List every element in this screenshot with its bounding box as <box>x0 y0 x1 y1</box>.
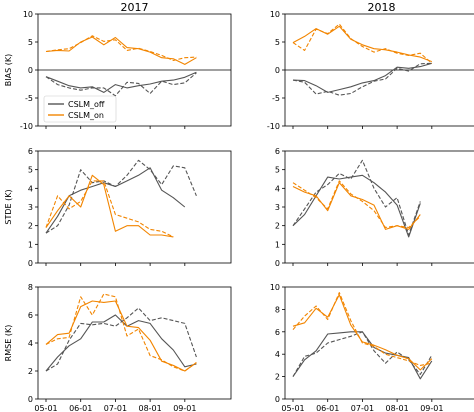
y-tick-label: 5 <box>28 166 33 175</box>
y-tick-label: 4 <box>28 339 33 348</box>
series-line-cslm-off-solid <box>292 331 433 380</box>
y-tick-label: 2 <box>28 367 33 376</box>
series-line-cslm-off-solid <box>45 71 197 93</box>
y-tick-label: 0 <box>275 259 280 268</box>
y-tick-label: 6 <box>275 328 280 337</box>
x-tick-label: 05-01 <box>281 404 304 412</box>
x-tick-label: 08-01 <box>385 404 408 412</box>
series-line-cslm-off-dashed <box>45 307 197 372</box>
y-tick-label: -5 <box>25 94 33 103</box>
y-tick-label: 5 <box>28 38 33 47</box>
series-line-cslm-on-dashed <box>45 293 197 372</box>
y-tick-label: 6 <box>275 147 280 156</box>
series-line-cslm-on-dashed <box>292 180 421 229</box>
y-tick-label: 8 <box>275 305 280 314</box>
y-tick-label: 10 <box>270 10 280 19</box>
x-tick-label: 07-01 <box>351 404 374 412</box>
panel-4: 0 1 2 3 4 5 6 <box>275 147 474 268</box>
y-tick-label: 4 <box>275 184 280 193</box>
series-line-cslm-off-dashed <box>292 331 433 377</box>
series-line-cslm-on-dashed <box>45 35 197 62</box>
series-line-cslm-on-solid <box>45 36 197 65</box>
y-tick-label: 0 <box>275 395 280 404</box>
y-tick-label: 4 <box>28 184 33 193</box>
y-axis-label: RMSE (K) <box>4 325 13 362</box>
series-line-cslm-on-solid <box>45 300 197 372</box>
series-line-cslm-on-dashed <box>292 23 433 64</box>
y-tick-label: 4 <box>275 350 280 359</box>
series-line-cslm-off-solid <box>45 167 186 234</box>
series-line-cslm-off-solid <box>45 314 197 372</box>
y-tick-label: 2 <box>275 373 280 382</box>
y-tick-label: -10 <box>20 122 33 131</box>
legend-entry: CSLM_on <box>68 111 104 120</box>
y-tick-label: -5 <box>272 94 280 103</box>
axes-frame <box>37 286 232 400</box>
panel-title: 2018 <box>368 1 396 14</box>
y-tick-label: 3 <box>275 203 280 212</box>
x-tick-label: 07-01 <box>104 404 127 412</box>
series-line-cslm-off-dashed <box>45 159 197 234</box>
y-tick-label: 0 <box>28 395 33 404</box>
y-tick-label: 0 <box>28 66 33 75</box>
panel-5: 0 2 4 6 8 05-01 06-01 07-01 08-01 09-01 RMSE (K) <box>4 283 232 412</box>
y-tick-label: 10 <box>23 10 33 19</box>
y-axis-label: BIAS (K) <box>4 54 13 86</box>
series-line-cslm-off-dashed <box>45 72 197 97</box>
y-tick-label: 5 <box>275 166 280 175</box>
y-tick-label: 6 <box>28 147 33 156</box>
axes-frame <box>284 286 474 400</box>
x-tick-label: 08-01 <box>138 404 161 412</box>
series-line-cslm-on-solid <box>292 182 421 230</box>
panel-6: 0 2 4 6 8 10 05-01 06-01 07-01 08-01 09-01 <box>270 283 474 412</box>
x-tick-label: 09-01 <box>420 404 443 412</box>
series-line-cslm-off-solid <box>292 62 432 93</box>
y-tick-label: -10 <box>267 122 280 131</box>
y-tick-label: 1 <box>28 240 33 249</box>
series-line-cslm-on-dashed <box>292 292 432 366</box>
y-tick-label: 10 <box>270 283 280 292</box>
panel-3: 0 1 2 3 4 5 6 STDE (K) <box>4 147 232 268</box>
series-line-cslm-off-dashed <box>292 62 432 96</box>
panel-1: -10 -5 0 5 10 2017 BIAS (K) CSLM_off CSLM_on <box>4 1 232 131</box>
panel-2: -10 -5 0 5 10 2018 <box>267 1 474 131</box>
y-tick-label: 2 <box>275 222 280 231</box>
y-tick-label: 8 <box>28 283 33 292</box>
series-line-cslm-on-solid <box>292 25 433 63</box>
series-line-cslm-on-solid <box>45 174 174 238</box>
x-tick-label: 05-01 <box>34 404 57 412</box>
series-line-cslm-off-solid <box>292 174 421 238</box>
y-tick-label: 0 <box>28 259 33 268</box>
y-tick-label: 1 <box>275 240 280 249</box>
y-tick-label: 3 <box>28 203 33 212</box>
series-line-cslm-on-dashed <box>45 180 174 238</box>
y-tick-label: 6 <box>28 311 33 320</box>
x-tick-label: 06-01 <box>69 404 92 412</box>
axes-frame <box>284 150 474 264</box>
legend-entry: CSLM_off <box>68 100 105 109</box>
y-axis-label: STDE (K) <box>4 189 13 224</box>
y-tick-label: 5 <box>275 38 280 47</box>
x-tick-label: 06-01 <box>316 404 339 412</box>
y-tick-label: 0 <box>275 66 280 75</box>
y-tick-label: 2 <box>28 222 33 231</box>
x-tick-label: 09-01 <box>173 404 196 412</box>
panel-title: 2017 <box>121 1 149 14</box>
